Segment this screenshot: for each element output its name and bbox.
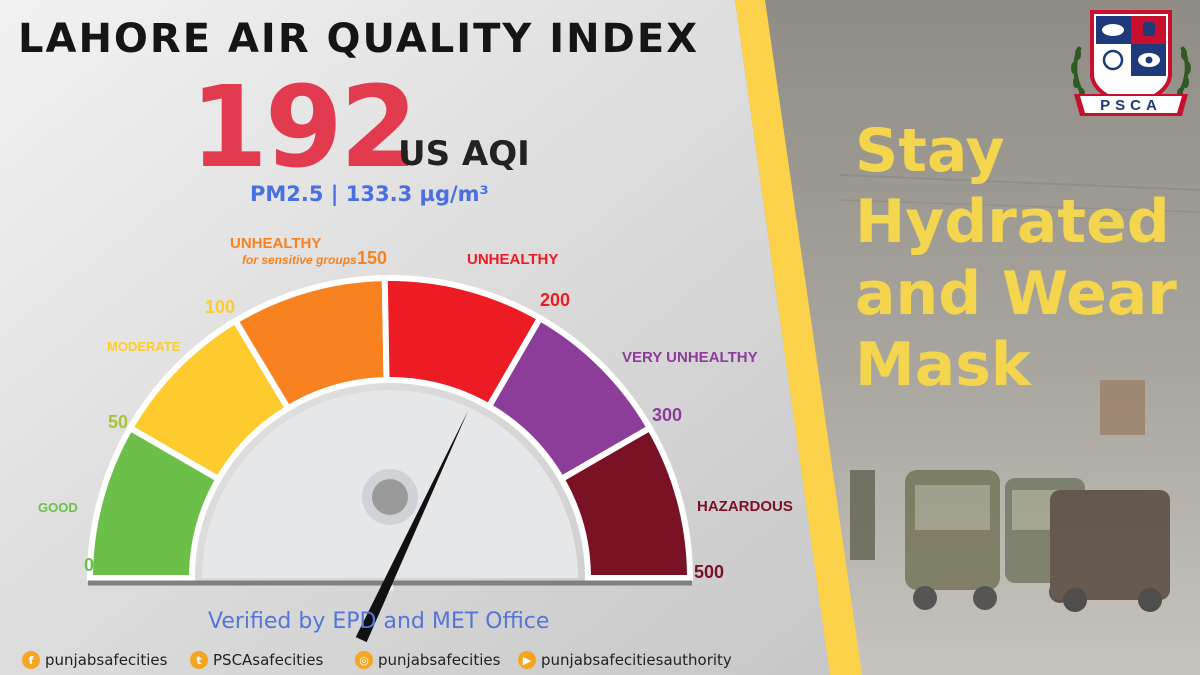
pm25-reading: PM2.5 | 133.3 µg/m³ [250, 182, 489, 206]
gauge-category-label: MODERATE [107, 339, 181, 354]
gauge-tick-label: 500 [694, 562, 724, 582]
gauge-tick-label: 100 [205, 297, 235, 317]
rickshaw-silhouettes [850, 470, 1170, 612]
gauge-tick-label: 300 [652, 405, 682, 425]
gauge-center-mark: ✳ [385, 583, 394, 595]
gauge-segment [557, 423, 694, 581]
social-handle: punjabsafecities [45, 651, 168, 669]
aqi-value: 192 [190, 63, 418, 193]
road-sign [1100, 380, 1145, 435]
aqi-unit: US AQI [398, 134, 530, 174]
social-handle: punjabsafecities [378, 651, 501, 669]
gauge-category-sublabel: for sensitive groups [242, 253, 357, 267]
slogan-line: Mask [855, 330, 1031, 401]
facebook-icon: f [22, 651, 40, 669]
social-facebook[interactable]: f punjabsafecities [22, 650, 167, 670]
gauge-category-label: VERY UNHEALTHY [622, 349, 758, 366]
social-youtube[interactable]: ▶ punjabsafecitiesauthority [518, 650, 732, 670]
yellow-stripe [735, 0, 862, 675]
page-title: LAHORE AIR QUALITY INDEX [18, 16, 700, 62]
gauge-tick-label: 50 [108, 412, 128, 432]
gauge-category-label: UNHEALTHY [230, 235, 321, 252]
social-twitter[interactable]: t PSCAsafecities [190, 650, 323, 670]
gauge-needle [355, 410, 469, 643]
slogan-line: Stay [855, 116, 1005, 186]
gauge-pivot [372, 479, 408, 515]
psca-logo: PSCA [1071, 10, 1191, 116]
slogan-line: Hydrated [855, 187, 1170, 258]
slogan: Stay Hydrated and Wear Mask [855, 116, 1195, 402]
social-instagram[interactable]: ◎ punjabsafecities [355, 650, 500, 670]
twitter-icon: t [190, 651, 208, 669]
instagram-icon: ◎ [355, 651, 373, 669]
gauge-category-label: HAZARDOUS [697, 498, 793, 515]
gauge-tick-label: 150 [357, 248, 387, 268]
social-handle: PSCAsafecities [213, 651, 324, 669]
verified-note: Verified by EPD and MET Office [208, 609, 550, 634]
social-handle: punjabsafecitiesauthority [541, 651, 732, 669]
gauge-category-label: GOOD [38, 500, 78, 515]
gauge-tick-label: 200 [540, 290, 570, 310]
logo-text: PSCA [1100, 97, 1162, 114]
slogan-line: and Wear [855, 258, 1177, 329]
gauge-category-label: UNHEALTHY [467, 251, 558, 268]
gauge-tick-label: 0 [84, 555, 94, 575]
youtube-icon: ▶ [518, 651, 536, 669]
